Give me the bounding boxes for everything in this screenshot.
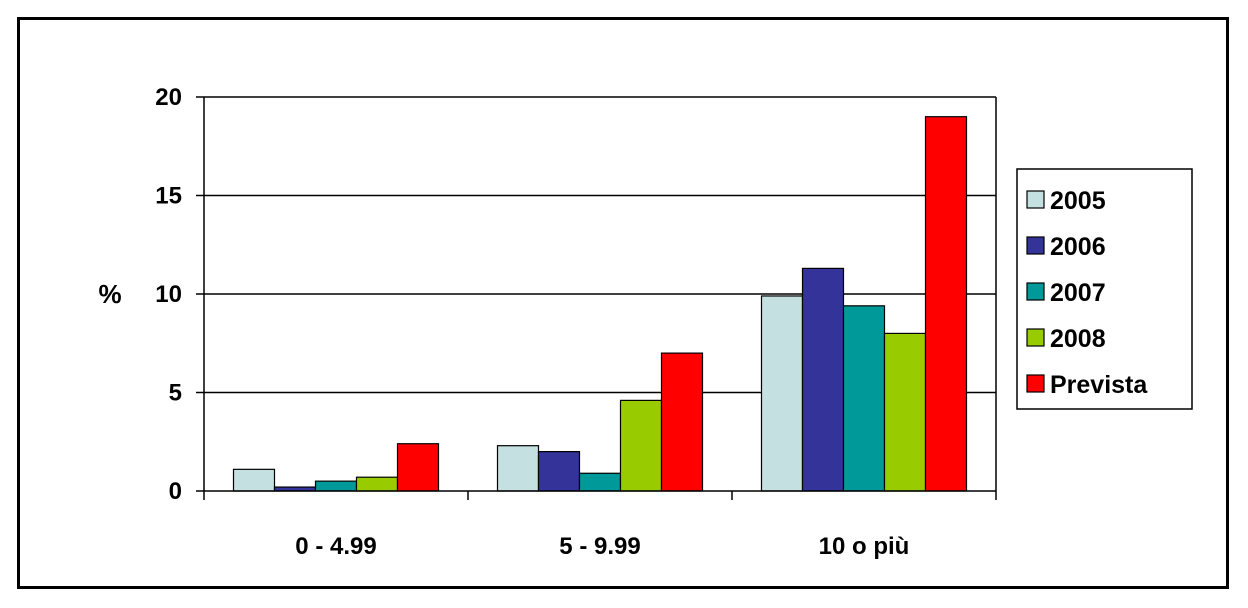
bar-2006-2 — [801, 267, 845, 492]
legend-swatch — [1026, 374, 1045, 393]
legend-swatch — [1026, 190, 1045, 209]
bar-2008-1 — [619, 399, 663, 492]
bar-2005-2 — [760, 295, 804, 492]
legend-swatch — [1026, 282, 1045, 301]
tick-labels: 0 5 10 15 20 0 - 4.99 5 - 9.99 10 o più — [155, 84, 909, 560]
y-axis-label: % — [98, 279, 121, 309]
legend: 2005 2006 2007 2008 Prevista — [1016, 168, 1193, 410]
x-tick-label: 0 - 4.99 — [295, 533, 376, 560]
bar-prevista-0 — [396, 443, 440, 492]
y-tick-label: 15 — [155, 183, 182, 210]
legend-entry: 2008 — [1050, 325, 1106, 353]
bar-2006-1 — [537, 451, 581, 492]
legend-swatch — [1026, 328, 1045, 347]
axes — [196, 96, 997, 500]
y-tick-label: 0 — [169, 478, 182, 505]
bar-prevista-2 — [924, 116, 968, 492]
bars — [232, 116, 968, 492]
x-tick-label: 10 o più — [819, 533, 910, 560]
x-tick-label: 5 - 9.99 — [559, 533, 640, 560]
y-tick-label: 5 — [169, 380, 182, 407]
legend-swatch — [1026, 236, 1045, 255]
bar-2005-1 — [496, 445, 540, 492]
y-tick-label: 10 — [155, 281, 182, 308]
bar-prevista-1 — [660, 352, 704, 492]
bar-2007-2 — [842, 305, 886, 492]
legend-entry: Prevista — [1050, 371, 1148, 399]
bar-2005-0 — [232, 468, 276, 492]
legend-entry: 2007 — [1050, 279, 1106, 307]
legend-entry: 2006 — [1050, 233, 1106, 261]
bar-2007-1 — [578, 472, 622, 492]
bar-2008-0 — [355, 476, 399, 492]
legend-entry: 2005 — [1050, 187, 1106, 215]
legend-box — [1016, 168, 1193, 410]
y-tick-label: 20 — [155, 84, 182, 111]
bar-2007-0 — [314, 480, 358, 492]
bar-2008-2 — [883, 332, 927, 492]
